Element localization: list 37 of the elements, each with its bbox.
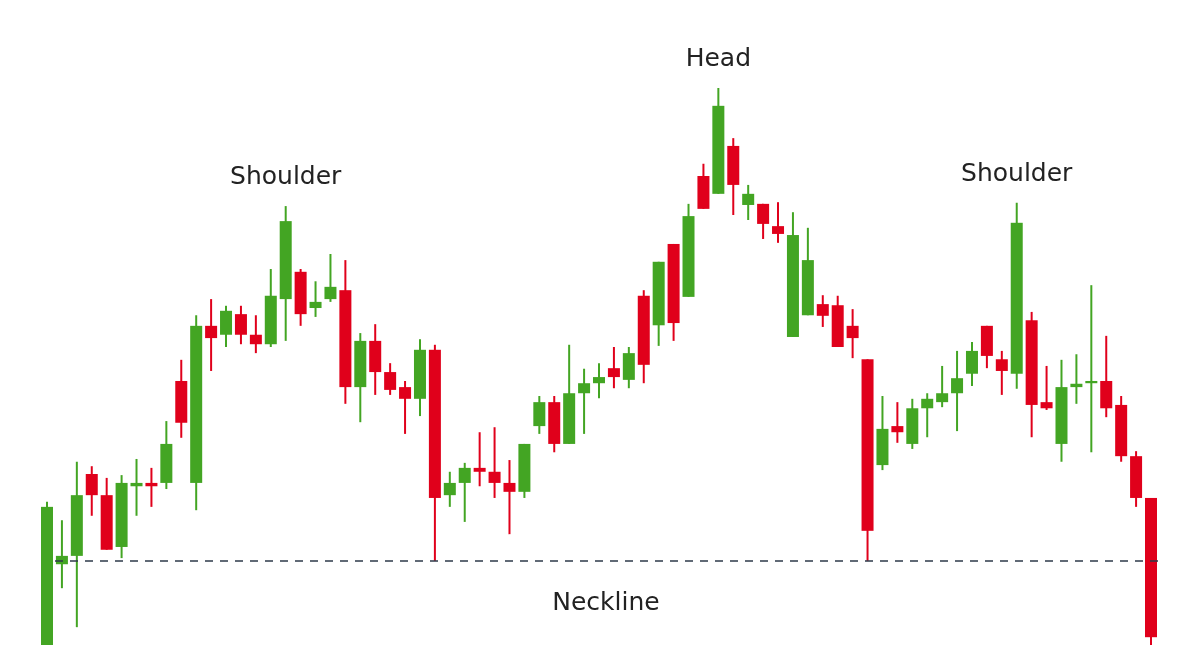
candlestick: [220, 304, 233, 349]
candlestick: [891, 401, 904, 444]
candlestick: [205, 298, 218, 372]
candlestick: [384, 362, 397, 396]
candlestick: [130, 457, 143, 517]
candlestick: [772, 201, 785, 244]
candlestick: [309, 280, 322, 318]
candlestick: [578, 367, 591, 435]
candlestick: [593, 362, 605, 400]
candlestick: [951, 349, 964, 433]
annotation: Shoulder: [961, 157, 1074, 187]
candlestick: [1040, 364, 1053, 411]
candlestick: [488, 426, 501, 499]
candlestick: [995, 349, 1008, 396]
candlestick: [816, 294, 829, 328]
candlestick: [965, 340, 978, 387]
candlestick: [145, 466, 158, 508]
candlestick: [324, 252, 337, 303]
candlestick: [85, 465, 98, 517]
candlestick: [921, 392, 934, 439]
candlestick: [757, 202, 770, 240]
ref-line-label: Neckline: [552, 586, 660, 616]
candlestick: [443, 470, 456, 508]
candlestick: [846, 308, 859, 360]
candlestick: [1070, 353, 1083, 405]
annotation: Shoulder: [230, 161, 343, 191]
candlestick: [234, 304, 247, 346]
candlestick: [503, 459, 516, 536]
candlestick: [742, 183, 755, 222]
candlestick: [458, 461, 471, 523]
candlestick: [473, 431, 486, 488]
candlestick: [607, 346, 620, 390]
candlestick: [399, 379, 412, 435]
annotation: Head: [685, 43, 752, 72]
candlestick: [249, 314, 262, 355]
candlestick: [936, 364, 949, 409]
candlestick: [533, 395, 546, 435]
